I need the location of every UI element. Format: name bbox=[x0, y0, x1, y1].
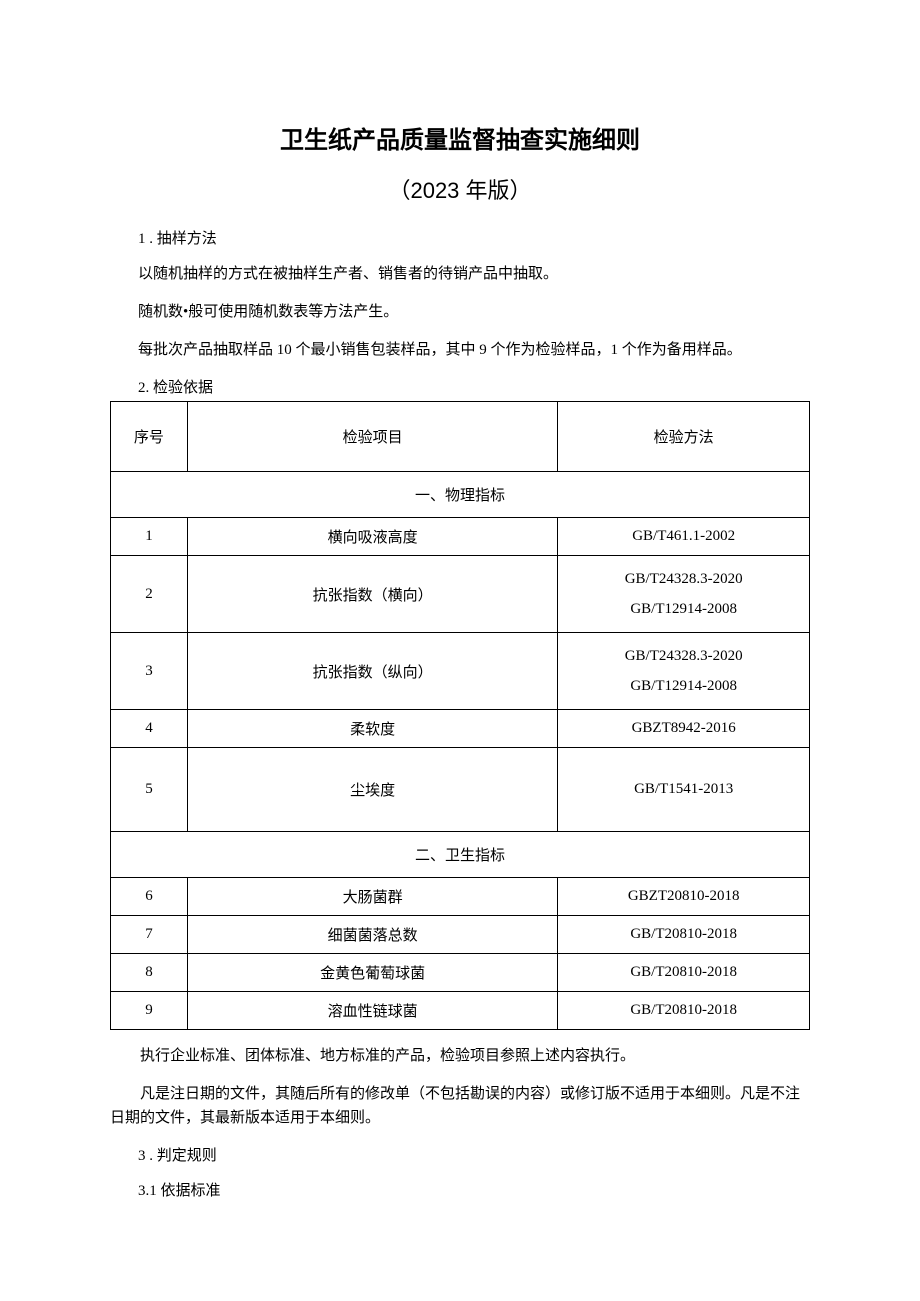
cell-item: 溶血性链球菌 bbox=[187, 992, 557, 1030]
table-row: 9 溶血性链球菌 GB/T20810-2018 bbox=[111, 992, 810, 1030]
table-row: 4 柔软度 GBZT8942-2016 bbox=[111, 710, 810, 748]
table-section-2: 二、卫生指标 bbox=[111, 832, 810, 878]
document-title: 卫生纸产品质量监督抽查实施细则 bbox=[110, 120, 810, 155]
cell-method: GB/T461.1-2002 bbox=[558, 518, 810, 556]
cell-num: 6 bbox=[111, 878, 188, 916]
section-2-heading: 2. 检验依据 bbox=[138, 376, 810, 397]
cell-method: GB/T1541-2013 bbox=[558, 748, 810, 832]
cell-num: 5 bbox=[111, 748, 188, 832]
method-line: GB/T24328.3-2020 bbox=[625, 571, 743, 587]
cell-item: 抗张指数（纵向） bbox=[187, 633, 557, 710]
document-subtitle: （2023 年版） bbox=[110, 173, 810, 205]
note-paragraph: 执行企业标准、团体标准、地方标准的产品，检验项目参照上述内容执行。 bbox=[110, 1044, 810, 1068]
table-row: 1 横向吸液高度 GB/T461.1-2002 bbox=[111, 518, 810, 556]
cell-item: 抗张指数（横向） bbox=[187, 556, 557, 633]
table-row: 3 抗张指数（纵向） GB/T24328.3-2020 GB/T12914-20… bbox=[111, 633, 810, 710]
cell-item: 金黄色葡萄球菌 bbox=[187, 954, 557, 992]
table-row: 2 抗张指数（横向） GB/T24328.3-2020 GB/T12914-20… bbox=[111, 556, 810, 633]
cell-item: 大肠菌群 bbox=[187, 878, 557, 916]
cell-method: GB/T20810-2018 bbox=[558, 954, 810, 992]
cell-item: 尘埃度 bbox=[187, 748, 557, 832]
cell-method: GB/T20810-2018 bbox=[558, 992, 810, 1030]
section-3-1-heading: 3.1 依据标准 bbox=[138, 1179, 810, 1200]
cell-num: 1 bbox=[111, 518, 188, 556]
cell-num: 3 bbox=[111, 633, 188, 710]
inspection-table: 序号 检验项目 检验方法 一、物理指标 1 横向吸液高度 GB/T461.1-2… bbox=[110, 401, 810, 1030]
table-row: 6 大肠菌群 GBZT20810-2018 bbox=[111, 878, 810, 916]
table-section-row: 一、物理指标 bbox=[111, 472, 810, 518]
cell-method: GBZT20810-2018 bbox=[558, 878, 810, 916]
paragraph: 每批次产品抽取样品 10 个最小销售包装样品，其中 9 个作为检验样品，1 个作… bbox=[138, 338, 810, 362]
cell-method: GB/T20810-2018 bbox=[558, 916, 810, 954]
table-section-row: 二、卫生指标 bbox=[111, 832, 810, 878]
method-line: GB/T12914-2008 bbox=[630, 601, 737, 617]
cell-item: 横向吸液高度 bbox=[187, 518, 557, 556]
cell-num: 8 bbox=[111, 954, 188, 992]
cell-method: GB/T24328.3-2020 GB/T12914-2008 bbox=[558, 633, 810, 710]
cell-item: 细菌菌落总数 bbox=[187, 916, 557, 954]
method-line: GB/T24328.3-2020 bbox=[625, 648, 743, 664]
table-header-method: 检验方法 bbox=[558, 402, 810, 472]
cell-num: 2 bbox=[111, 556, 188, 633]
cell-item: 柔软度 bbox=[187, 710, 557, 748]
table-row: 7 细菌菌落总数 GB/T20810-2018 bbox=[111, 916, 810, 954]
method-line: GB/T12914-2008 bbox=[630, 678, 737, 694]
note-paragraph: 凡是注日期的文件，其随后所有的修改单（不包括勘误的内容）或修订版不适用于本细则。… bbox=[110, 1082, 810, 1130]
table-row: 5 尘埃度 GB/T1541-2013 bbox=[111, 748, 810, 832]
table-header-row: 序号 检验项目 检验方法 bbox=[111, 402, 810, 472]
cell-method: GBZT8942-2016 bbox=[558, 710, 810, 748]
cell-num: 9 bbox=[111, 992, 188, 1030]
section-1-heading: 1 . 抽样方法 bbox=[138, 227, 810, 248]
table-header-num: 序号 bbox=[111, 402, 188, 472]
table-header-item: 检验项目 bbox=[187, 402, 557, 472]
paragraph: 以随机抽样的方式在被抽样生产者、销售者的待销产品中抽取。 bbox=[138, 262, 810, 286]
cell-num: 7 bbox=[111, 916, 188, 954]
cell-num: 4 bbox=[111, 710, 188, 748]
section-3-heading: 3 . 判定规则 bbox=[138, 1144, 810, 1165]
paragraph: 随机数•般可使用随机数表等方法产生。 bbox=[138, 300, 810, 324]
table-row: 8 金黄色葡萄球菌 GB/T20810-2018 bbox=[111, 954, 810, 992]
table-section-1: 一、物理指标 bbox=[111, 472, 810, 518]
cell-method: GB/T24328.3-2020 GB/T12914-2008 bbox=[558, 556, 810, 633]
